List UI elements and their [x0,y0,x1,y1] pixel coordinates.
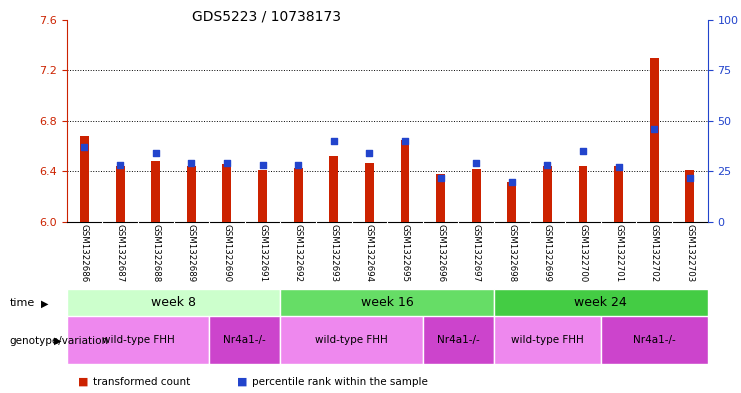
Text: genotype/variation: genotype/variation [10,336,109,346]
Text: GSM1322686: GSM1322686 [80,224,89,282]
Point [256,162,268,169]
Point [114,162,126,169]
Text: GSM1322695: GSM1322695 [400,224,410,282]
Bar [472,169,481,222]
Text: time: time [10,298,35,309]
Bar [543,166,552,222]
Text: GSM1322692: GSM1322692 [293,224,302,282]
Bar [67,316,209,364]
Point [648,126,660,132]
Bar [116,166,124,222]
Text: GSM1322688: GSM1322688 [151,224,160,282]
Bar [365,163,373,222]
Text: GDS5223 / 10738173: GDS5223 / 10738173 [192,10,342,24]
Bar [685,170,694,222]
Text: GSM1322701: GSM1322701 [614,224,623,282]
Text: GSM1322698: GSM1322698 [508,224,516,282]
Point [79,144,90,150]
Point [328,138,339,144]
Text: GSM1322687: GSM1322687 [116,224,124,282]
Point [684,174,696,181]
Text: GSM1322694: GSM1322694 [365,224,374,282]
Bar [151,161,160,222]
Bar [508,182,516,222]
Point [435,174,447,181]
Bar [601,316,708,364]
Bar [80,136,89,222]
Text: GSM1322702: GSM1322702 [650,224,659,282]
Bar [67,289,280,316]
Bar [401,140,410,222]
Point [506,178,518,185]
Text: GSM1322697: GSM1322697 [472,224,481,282]
Text: GSM1322690: GSM1322690 [222,224,231,282]
Text: GSM1322693: GSM1322693 [329,224,338,282]
Text: wild-type FHH: wild-type FHH [511,335,584,345]
Bar [293,168,302,222]
Text: Nr4a1-/-: Nr4a1-/- [437,335,479,345]
Bar [187,166,196,222]
Text: GSM1322689: GSM1322689 [187,224,196,282]
Bar [494,289,708,316]
Point [185,160,197,167]
Bar [494,316,601,364]
Text: wild-type FHH: wild-type FHH [102,335,174,345]
Text: Nr4a1-/-: Nr4a1-/- [633,335,676,345]
Text: week 16: week 16 [361,296,413,309]
Text: ■: ■ [237,377,247,387]
Point [613,164,625,171]
Bar [280,316,423,364]
Text: ▶: ▶ [54,336,62,346]
Text: week 8: week 8 [151,296,196,309]
Bar [436,174,445,222]
Text: Nr4a1-/-: Nr4a1-/- [223,335,266,345]
Text: transformed count: transformed count [93,377,190,387]
Text: GSM1322696: GSM1322696 [436,224,445,282]
Point [471,160,482,167]
Bar [614,166,623,222]
Bar [222,164,231,222]
Bar [423,316,494,364]
Text: GSM1322699: GSM1322699 [543,224,552,282]
Text: percentile rank within the sample: percentile rank within the sample [252,377,428,387]
Text: week 24: week 24 [574,296,627,309]
Text: ■: ■ [78,377,88,387]
Bar [579,166,588,222]
Text: GSM1322703: GSM1322703 [685,224,694,282]
Text: wild-type FHH: wild-type FHH [315,335,388,345]
Point [399,138,411,144]
Bar [209,316,280,364]
Text: GSM1322691: GSM1322691 [258,224,267,282]
Text: ▶: ▶ [41,298,48,309]
Bar [258,170,267,222]
Bar [329,156,338,222]
Point [221,160,233,167]
Point [577,148,589,154]
Point [542,162,554,169]
Bar [650,58,659,222]
Point [292,162,304,169]
Point [150,150,162,156]
Text: GSM1322700: GSM1322700 [579,224,588,282]
Point [363,150,375,156]
Bar [280,289,494,316]
